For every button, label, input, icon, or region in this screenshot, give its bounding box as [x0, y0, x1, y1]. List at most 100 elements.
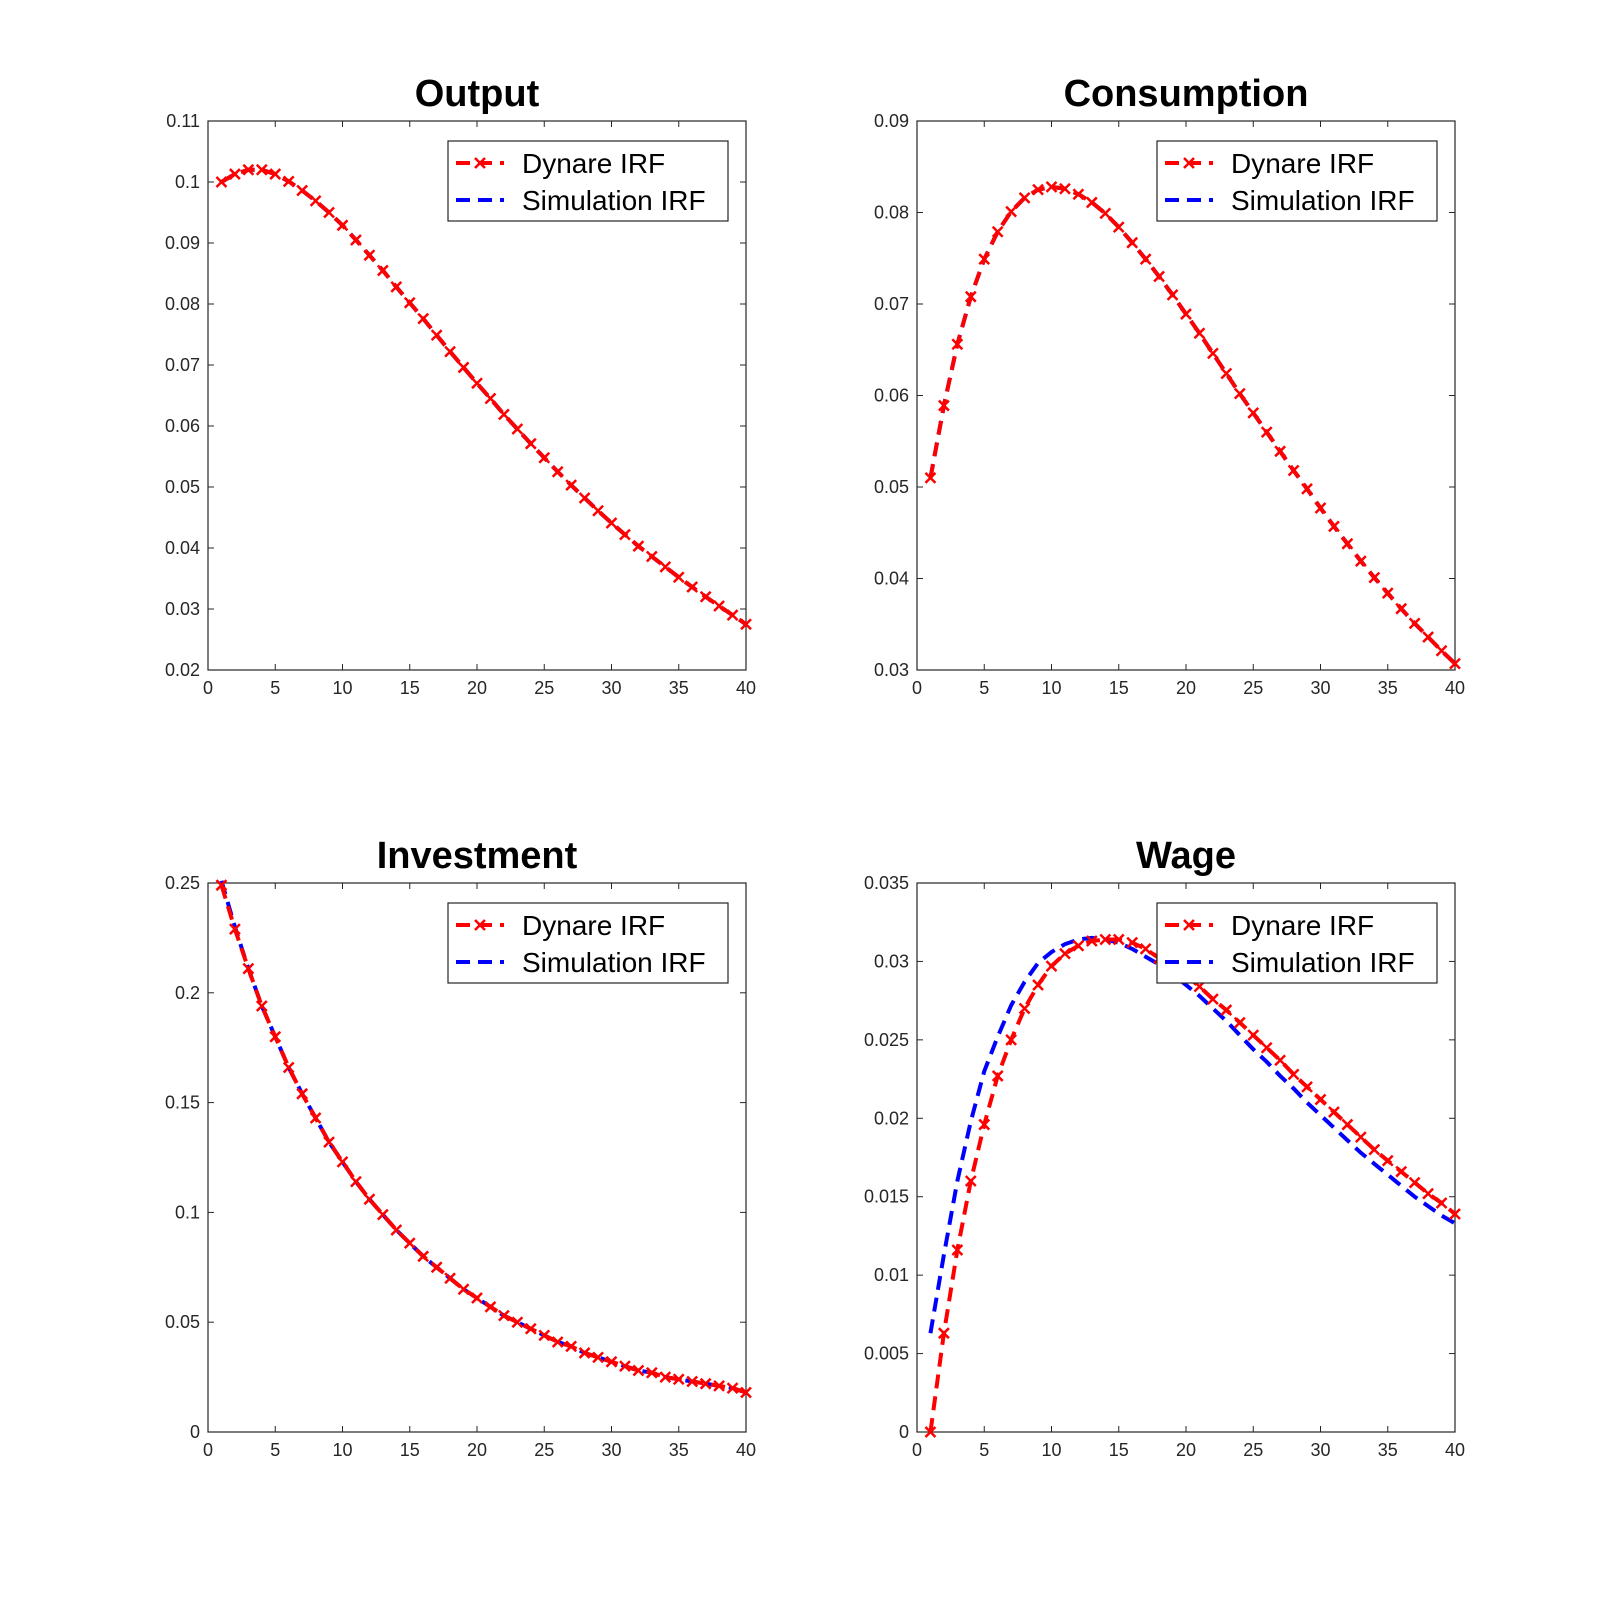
wage-x-tick-label: 40: [1445, 1440, 1465, 1460]
wage-y-tick-label: 0: [899, 1422, 909, 1442]
output-series-dynare-irf-point: [740, 618, 752, 631]
output-series-dynare-irf-point: [551, 465, 564, 478]
output-series-dynare-irf-point: [255, 163, 268, 176]
output-series-dynare-irf-point: [403, 296, 416, 309]
output-x-tick-label: 10: [332, 678, 352, 698]
investment-series-dynare-irf-point: [726, 1382, 739, 1394]
wage-series-dynare-irf-point: [1059, 947, 1071, 960]
investment-series-dynare-irf-point: [296, 1087, 309, 1100]
wage-series-dynare-irf-point: [991, 1070, 1004, 1082]
output-series-dynare-irf-point: [726, 609, 739, 621]
wage-series-dynare-irf-point: [1395, 1165, 1408, 1178]
wage-series-dynare-irf-point: [1045, 960, 1058, 973]
investment-series-dynare-irf-point: [565, 1340, 578, 1353]
consumption-series-dynare-irf-point: [1422, 631, 1434, 643]
consumption-series-dynare-irf-point: [1085, 196, 1098, 209]
investment-series-dynare-irf-point: [417, 1250, 430, 1263]
consumption-y-tick-label: 0.07: [874, 294, 909, 314]
investment-series-dynare-irf-point: [282, 1061, 295, 1074]
consumption-series-dynare-irf-point: [1072, 188, 1085, 201]
investment-series-dynare-irf-point: [740, 1386, 752, 1399]
output-series-dynare-irf-point: [350, 234, 362, 246]
wage-x-tick-label: 10: [1041, 1440, 1061, 1460]
wage-x-tick-label: 15: [1109, 1440, 1129, 1460]
wage-series-dynare-irf-point: [1408, 1176, 1421, 1189]
consumption-legend-dynare-irf-label: Dynare IRF: [1231, 148, 1374, 179]
output-x-tick-label: 20: [467, 678, 487, 698]
wage-series-dynare-irf-point: [1099, 933, 1112, 946]
consumption-series-dynare-irf-point: [1247, 407, 1260, 419]
output-legend-dynare-irf-label: Dynare IRF: [522, 148, 665, 179]
wage-series-dynare-irf-point: [1314, 1093, 1327, 1106]
output-legend: Dynare IRF Simulation IRF: [447, 140, 729, 222]
investment-series-dynare-irf-point: [538, 1329, 551, 1342]
investment-x-tick-label: 0: [203, 1440, 213, 1460]
output-legend-simulation-irf-label: Simulation IRF: [522, 185, 706, 216]
investment-series-dynare-irf-point: [350, 1175, 362, 1188]
consumption-series-dynare-irf-point: [1032, 183, 1044, 196]
output-y-tick-label: 0.04: [165, 538, 200, 558]
consumption-series-dynare-irf-point: [1099, 207, 1112, 220]
wage-series-dynare-irf-point: [1341, 1118, 1354, 1131]
output-y-tick-label: 0.06: [165, 416, 200, 436]
consumption-series-dynare-irf-point: [938, 399, 950, 412]
consumption-legend-box: [1156, 140, 1438, 222]
wage-legend: Dynare IRF Simulation IRF: [1156, 902, 1438, 984]
investment-y-tick-label: 0.05: [165, 1312, 200, 1332]
consumption-series-dynare-irf-point: [1408, 617, 1421, 630]
wage-series-dynare-irf-point: [1435, 1197, 1448, 1209]
output-series-dynare-irf-point: [686, 581, 699, 593]
output-legend-box: [447, 140, 729, 222]
output-series-dynare-irf-point: [444, 345, 456, 358]
wage-series-dynare-irf-point: [1085, 935, 1098, 947]
output-y-tick-label: 0.03: [165, 599, 200, 619]
wage-x-tick-label: 0: [912, 1440, 922, 1460]
investment-series-dynare-irf-point: [242, 962, 255, 975]
output-y-tick-label: 0.09: [165, 233, 200, 253]
output-y-tick-label: 0.1: [175, 172, 200, 192]
output-x-tick-label: 25: [534, 678, 554, 698]
output-series-dynare-irf-point: [699, 590, 712, 603]
investment-series-dynare-irf-point: [619, 1360, 631, 1373]
consumption-y-tick-label: 0.05: [874, 477, 909, 497]
consumption-x-tick-label: 25: [1243, 678, 1263, 698]
consumption-series-dynare-irf-point: [1112, 221, 1125, 234]
output-y-tick-label: 0.08: [165, 294, 200, 314]
consumption-legend: Dynare IRF Simulation IRF: [1156, 140, 1438, 222]
investment-series-dynare-irf-point: [632, 1364, 645, 1377]
wage-series-dynare-irf-point: [1005, 1033, 1018, 1046]
wage-legend-simulation-irf-label: Simulation IRF: [1231, 947, 1415, 978]
output-series-dynare-irf-point: [605, 517, 618, 529]
investment-series-dynare-irf-point: [457, 1283, 470, 1296]
wage-y-tick-label: 0.015: [864, 1187, 909, 1207]
investment-legend-dynare-irf-marker: [474, 919, 486, 931]
consumption-title: Consumption: [1064, 73, 1309, 115]
output-series-dynare-irf-point: [659, 561, 672, 573]
investment-y-tick-label: 0.15: [165, 1093, 200, 1113]
wage-series-dynare-irf-point: [1112, 933, 1125, 946]
investment-legend: Dynare IRF Simulation IRF: [447, 902, 729, 984]
consumption-x-tick-label: 10: [1041, 678, 1061, 698]
output-series-dynare-irf-point: [592, 504, 604, 517]
investment-series-dynare-irf-point: [672, 1373, 685, 1386]
wage-x-tick-label: 35: [1378, 1440, 1398, 1460]
investment-x-tick-label: 40: [736, 1440, 756, 1460]
consumption-series-dynare-irf-point: [1180, 308, 1192, 320]
wage-series-dynare-irf-point: [1032, 979, 1044, 991]
wage-legend-box: [1156, 902, 1438, 984]
consumption-x-tick-label: 5: [979, 678, 989, 698]
investment-series-dynare-irf-line: [219, 884, 747, 1395]
wage-legend-dynare-irf-label: Dynare IRF: [1231, 910, 1374, 941]
wage-series-dynare-irf-point: [1301, 1081, 1313, 1093]
investment-series-dynare-irf-point: [390, 1224, 403, 1236]
output-x-tick-label: 0: [203, 678, 213, 698]
consumption-series-dynare-irf-point: [924, 471, 937, 484]
output-series-dynare-irf-point: [524, 437, 537, 450]
output-series-dynare-irf-point: [511, 423, 524, 435]
wage-series-dynare-irf-point: [1260, 1041, 1273, 1054]
wage-series-dynare-irf-point: [938, 1327, 950, 1340]
output-series-dynare-irf-point: [471, 377, 483, 390]
investment-x-tick-label: 25: [534, 1440, 554, 1460]
investment-series-dynare-irf-point: [484, 1300, 497, 1313]
consumption-series-dynare-irf-point: [991, 225, 1004, 238]
